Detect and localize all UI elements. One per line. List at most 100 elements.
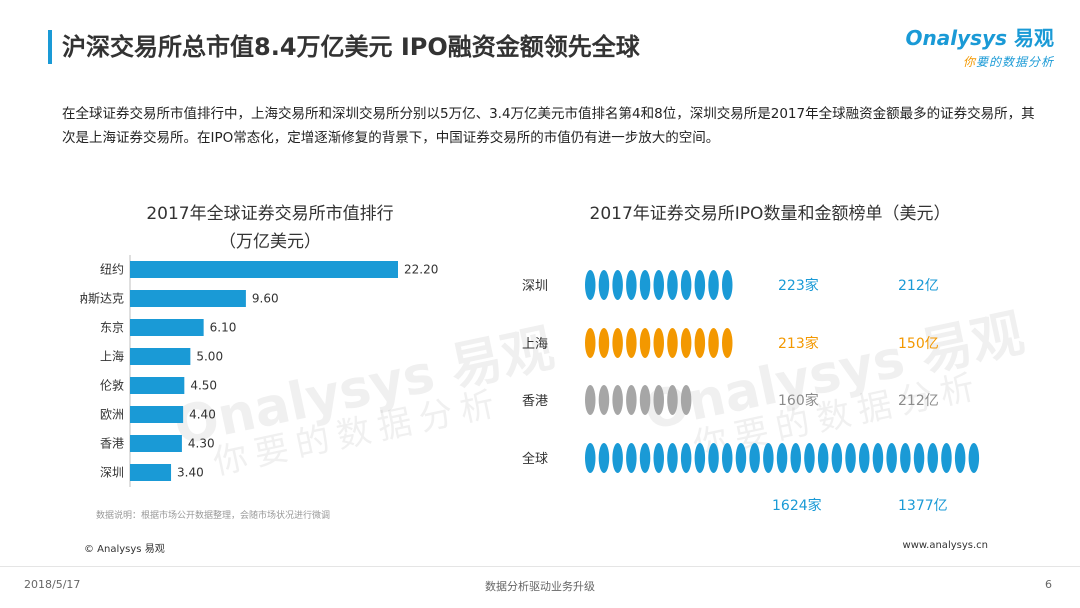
ipo-count-mark	[639, 328, 651, 358]
website-link[interactable]: www.analysys.cn	[902, 540, 988, 551]
ipo-count-mark	[585, 328, 596, 358]
ipo-count-label: 223家	[778, 277, 819, 294]
left-category-label: 香港	[100, 437, 124, 451]
market-cap-bar	[130, 261, 398, 278]
logo-slogan: 要的数据分析	[975, 55, 1054, 69]
ipo-count-mark	[927, 443, 938, 473]
ipo-count-mark	[653, 443, 664, 473]
ipo-count-label: 160家	[778, 392, 819, 409]
ipo-count-mark	[598, 443, 610, 473]
ipo-count-mark	[708, 443, 719, 473]
ipo-count-mark	[817, 443, 829, 473]
ipo-count-mark	[680, 270, 692, 300]
ipo-count-bar	[585, 270, 733, 300]
ipo-exchange-label: 上海	[522, 337, 548, 352]
page-title: 沪深交易所总市值8.4万亿美元 IPO融资金额领先全球	[62, 33, 640, 61]
ipo-count-mark	[585, 385, 596, 415]
left-category-label: 深圳	[100, 466, 124, 480]
ipo-count-mark	[749, 443, 760, 473]
market-cap-value-label: 4.40	[189, 408, 216, 422]
ipo-count-mark	[612, 385, 623, 415]
left-category-label: 伦敦	[100, 378, 124, 393]
ipo-count-mark	[722, 443, 733, 473]
ipo-amount-label: 212亿	[898, 278, 939, 294]
left-category-label: 纽约	[100, 262, 124, 277]
ipo-count-mark	[968, 443, 980, 473]
ipo-count-mark	[859, 443, 870, 473]
market-cap-value-label: 6.10	[210, 321, 237, 335]
ipo-amount-label: 212亿	[898, 393, 939, 409]
footer-date: 2018/5/17	[24, 578, 81, 591]
ipo-count-mark	[804, 443, 815, 473]
ipo-count-label: 1624家	[772, 497, 822, 514]
ipo-count-mark	[667, 385, 678, 415]
logo-cn: 易观	[1014, 26, 1054, 50]
market-cap-value-label: 9.60	[252, 292, 279, 306]
market-cap-value-label: 4.30	[188, 437, 215, 451]
left-category-label: 欧洲	[100, 408, 124, 422]
market-cap-bar	[130, 319, 204, 336]
ipo-exchange-label: 香港	[522, 394, 548, 409]
market-cap-bar	[130, 406, 184, 423]
logo-slogan-accent: 你	[962, 55, 976, 69]
market-cap-value-label: 5.00	[196, 350, 223, 364]
copyright: © Analysys 易观	[84, 544, 165, 555]
ipo-exchange-label: 全球	[522, 451, 548, 467]
right-chart-title: 2017年证券交易所IPO数量和金额榜单（美元）	[589, 204, 951, 224]
ipo-exchange-label: 深圳	[522, 279, 548, 294]
ipo-count-mark	[639, 270, 651, 300]
ipo-count-bar	[585, 443, 980, 473]
ipo-count-mark	[612, 328, 623, 358]
left-chart-title: 2017年全球证券交易所市值排行 （万亿美元）	[110, 200, 430, 256]
ipo-count-mark	[639, 443, 651, 473]
footer-divider	[0, 566, 1080, 567]
ipo-count-mark	[667, 443, 678, 473]
ipo-count-mark	[653, 328, 664, 358]
market-cap-bar	[130, 290, 246, 307]
logo-text: nalysys	[922, 26, 1008, 50]
ipo-count-mark	[598, 328, 610, 358]
ipo-count-mark	[680, 443, 692, 473]
left-category-label: 纳斯达克	[80, 292, 124, 306]
ipo-count-mark	[776, 443, 788, 473]
ipo-count-mark	[585, 270, 596, 300]
ipo-count-mark	[639, 385, 651, 415]
title-accent-bar	[48, 30, 52, 64]
ipo-count-mark	[598, 270, 610, 300]
ipo-count-mark	[626, 270, 637, 300]
data-note: 数据说明：根据市场公开数据整理，会随市场状况进行微调	[96, 511, 331, 521]
ipo-count-mark	[941, 443, 952, 473]
ipo-count-mark	[653, 270, 664, 300]
ipo-count-mark	[612, 270, 623, 300]
market-cap-bar	[130, 435, 182, 452]
left-chart-title-line2: （万亿美元）	[219, 232, 321, 252]
market-cap-value-label: 4.50	[190, 379, 217, 393]
ipo-count-mark	[900, 443, 911, 473]
ipo-count-mark	[790, 443, 801, 473]
ipo-count-mark	[694, 328, 706, 358]
ipo-count-mark	[612, 443, 623, 473]
ipo-count-mark	[872, 443, 884, 473]
market-cap-bar	[130, 377, 185, 394]
ipo-count-mark	[667, 270, 678, 300]
logo-o-mark: O	[905, 26, 923, 50]
ipo-count-mark	[831, 443, 843, 473]
ipo-count-mark	[680, 328, 692, 358]
market-cap-value-label: 3.40	[177, 466, 204, 480]
ipo-count-mark	[598, 385, 610, 415]
ipo-count-label: 213家	[778, 335, 819, 352]
ipo-count-mark	[694, 443, 706, 473]
ipo-count-mark	[886, 443, 897, 473]
ipo-count-mark	[694, 270, 706, 300]
market-cap-value-label: 22.20	[404, 263, 438, 277]
intro-paragraph: 在全球证券交易所市值排行中，上海交易所和深圳交易所分别以5万亿、3.4万亿美元市…	[62, 106, 1035, 146]
left-category-label: 东京	[100, 321, 124, 335]
ipo-count-bar	[585, 385, 692, 415]
market-cap-bar	[130, 348, 191, 365]
ipo-count-mark	[667, 328, 678, 358]
left-chart-title-line1: 2017年全球证券交易所市值排行	[146, 204, 394, 224]
analysys-logo: Onalysys 易观 你要的数据分析	[906, 22, 1054, 70]
ipo-count-mark	[708, 270, 719, 300]
left-category-label: 上海	[100, 349, 124, 364]
